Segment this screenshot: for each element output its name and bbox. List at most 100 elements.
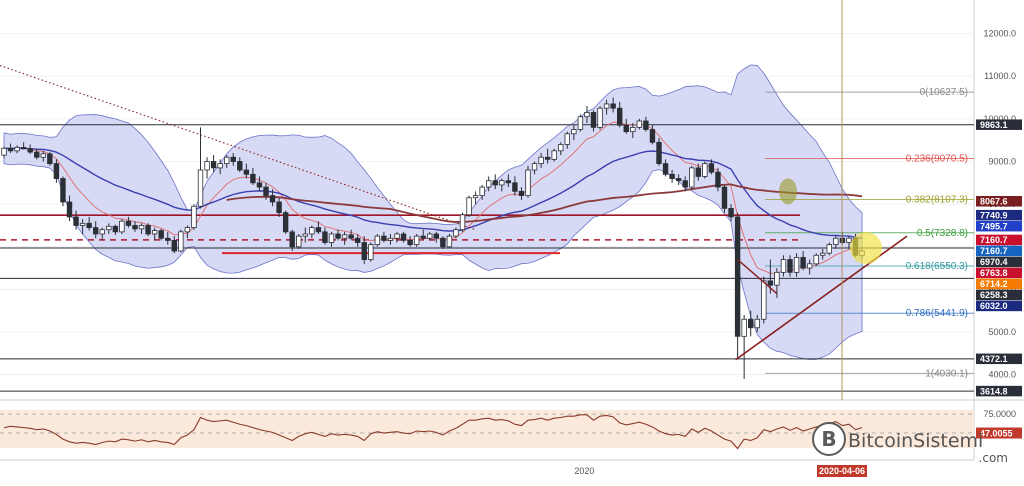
candle-body [348, 234, 354, 239]
candle-body [315, 227, 322, 233]
candle-body [472, 195, 479, 199]
candle-body [767, 280, 774, 286]
fib-label-1: 1(4030.1) [925, 368, 968, 379]
ema-slow-line [3, 147, 863, 239]
candle-body [675, 178, 682, 182]
candle-body [138, 225, 145, 230]
price-tick-label: 10000.0 [983, 114, 1016, 124]
candle-body [197, 169, 204, 207]
candle-body [354, 237, 361, 243]
candle-body [99, 229, 105, 235]
candle-body [335, 233, 341, 239]
rsi-level-label: 75.0000 [983, 409, 1016, 419]
candle-body [702, 163, 708, 177]
candle-body [387, 237, 394, 241]
candle-body [833, 237, 839, 246]
candle-body [577, 116, 584, 130]
candle-body [662, 163, 669, 175]
price-badge [976, 234, 1022, 246]
price-badge-label: 6032.0 [980, 301, 1008, 311]
candle-body [269, 195, 276, 203]
price-badge-label: 3614.8 [980, 386, 1008, 396]
candle-body [204, 161, 210, 171]
candle-body [597, 107, 603, 128]
candle-body [79, 222, 86, 226]
candle-body [715, 171, 721, 188]
candle-body [564, 133, 570, 145]
candle-body [643, 120, 649, 130]
candle-body [34, 151, 40, 158]
short-trendline [737, 259, 778, 295]
bollinger-bands [3, 64, 863, 360]
candle-body [53, 163, 60, 179]
candle-body [322, 231, 328, 243]
candle-body [119, 220, 125, 233]
candle-body [806, 263, 813, 269]
price-badge [976, 245, 1022, 257]
price-badge [976, 278, 1022, 290]
time-tick-label: 2020 [574, 466, 594, 476]
candle-body [453, 229, 459, 237]
candle-body [499, 180, 505, 186]
candle-body [649, 129, 656, 143]
candle-body [590, 112, 597, 128]
price-badge [976, 195, 1022, 207]
candle-body [86, 222, 92, 228]
candle-body [374, 235, 381, 246]
candle-body [47, 153, 53, 165]
candle-body [210, 161, 217, 169]
candle-body [125, 220, 132, 226]
candle-body [748, 318, 754, 329]
watermark: B BitcoinSistemi.com [812, 422, 1008, 465]
price-badge-label: 7495.7 [980, 221, 1008, 231]
candle-body [361, 242, 367, 260]
candle-body [276, 201, 282, 214]
candle-body [263, 186, 269, 197]
current-date-badge [817, 465, 867, 477]
candle-body [27, 148, 33, 153]
candle-body [774, 271, 780, 286]
price-badge-label: 7160.7 [980, 246, 1008, 256]
candle-body [492, 180, 498, 186]
price-badge-label: 8067.6 [980, 197, 1008, 207]
candle-body [780, 259, 787, 273]
candle-body [682, 180, 688, 188]
price-tick-label: 11000.0 [984, 71, 1016, 81]
price-badge-label: 6714.2 [980, 279, 1008, 289]
candle-body [571, 129, 577, 135]
candle-body [328, 233, 335, 243]
candle-body [741, 318, 747, 337]
candle-body [341, 234, 348, 239]
candle-body [158, 230, 164, 239]
candle-body [610, 103, 616, 109]
candle-body [617, 107, 623, 126]
candle-body [479, 186, 485, 197]
candle-body [433, 233, 439, 239]
candle-body [106, 225, 112, 231]
candle-body [394, 233, 400, 239]
candle-body [112, 225, 119, 233]
price-badge [976, 256, 1022, 268]
candle-body [407, 239, 413, 246]
watermark-suffix: .com [979, 451, 1008, 465]
time-tick-labels: 2020 2020-04-06 [574, 465, 867, 477]
price-badge-label: 7740.9 [980, 210, 1008, 220]
price-badge [976, 353, 1022, 365]
fib-label-0: 0(10627.5) [920, 87, 968, 98]
fib-label-0.382: 0.382(8107.3) [906, 195, 968, 206]
candle-body [184, 227, 191, 233]
fib-label-0.618: 0.618(6550.3) [906, 261, 968, 272]
watermark-logo [812, 422, 846, 456]
candle-body [217, 163, 223, 169]
candle-body [656, 141, 662, 165]
candle-body [525, 169, 531, 197]
price-badge [976, 300, 1022, 312]
candle-body [282, 212, 289, 233]
candle-body [603, 103, 610, 109]
price-badge-label: 9863.1 [980, 120, 1008, 130]
candle-body [14, 147, 20, 152]
candle-body [636, 120, 643, 128]
candle-body [40, 153, 46, 158]
candle-body [623, 124, 629, 133]
